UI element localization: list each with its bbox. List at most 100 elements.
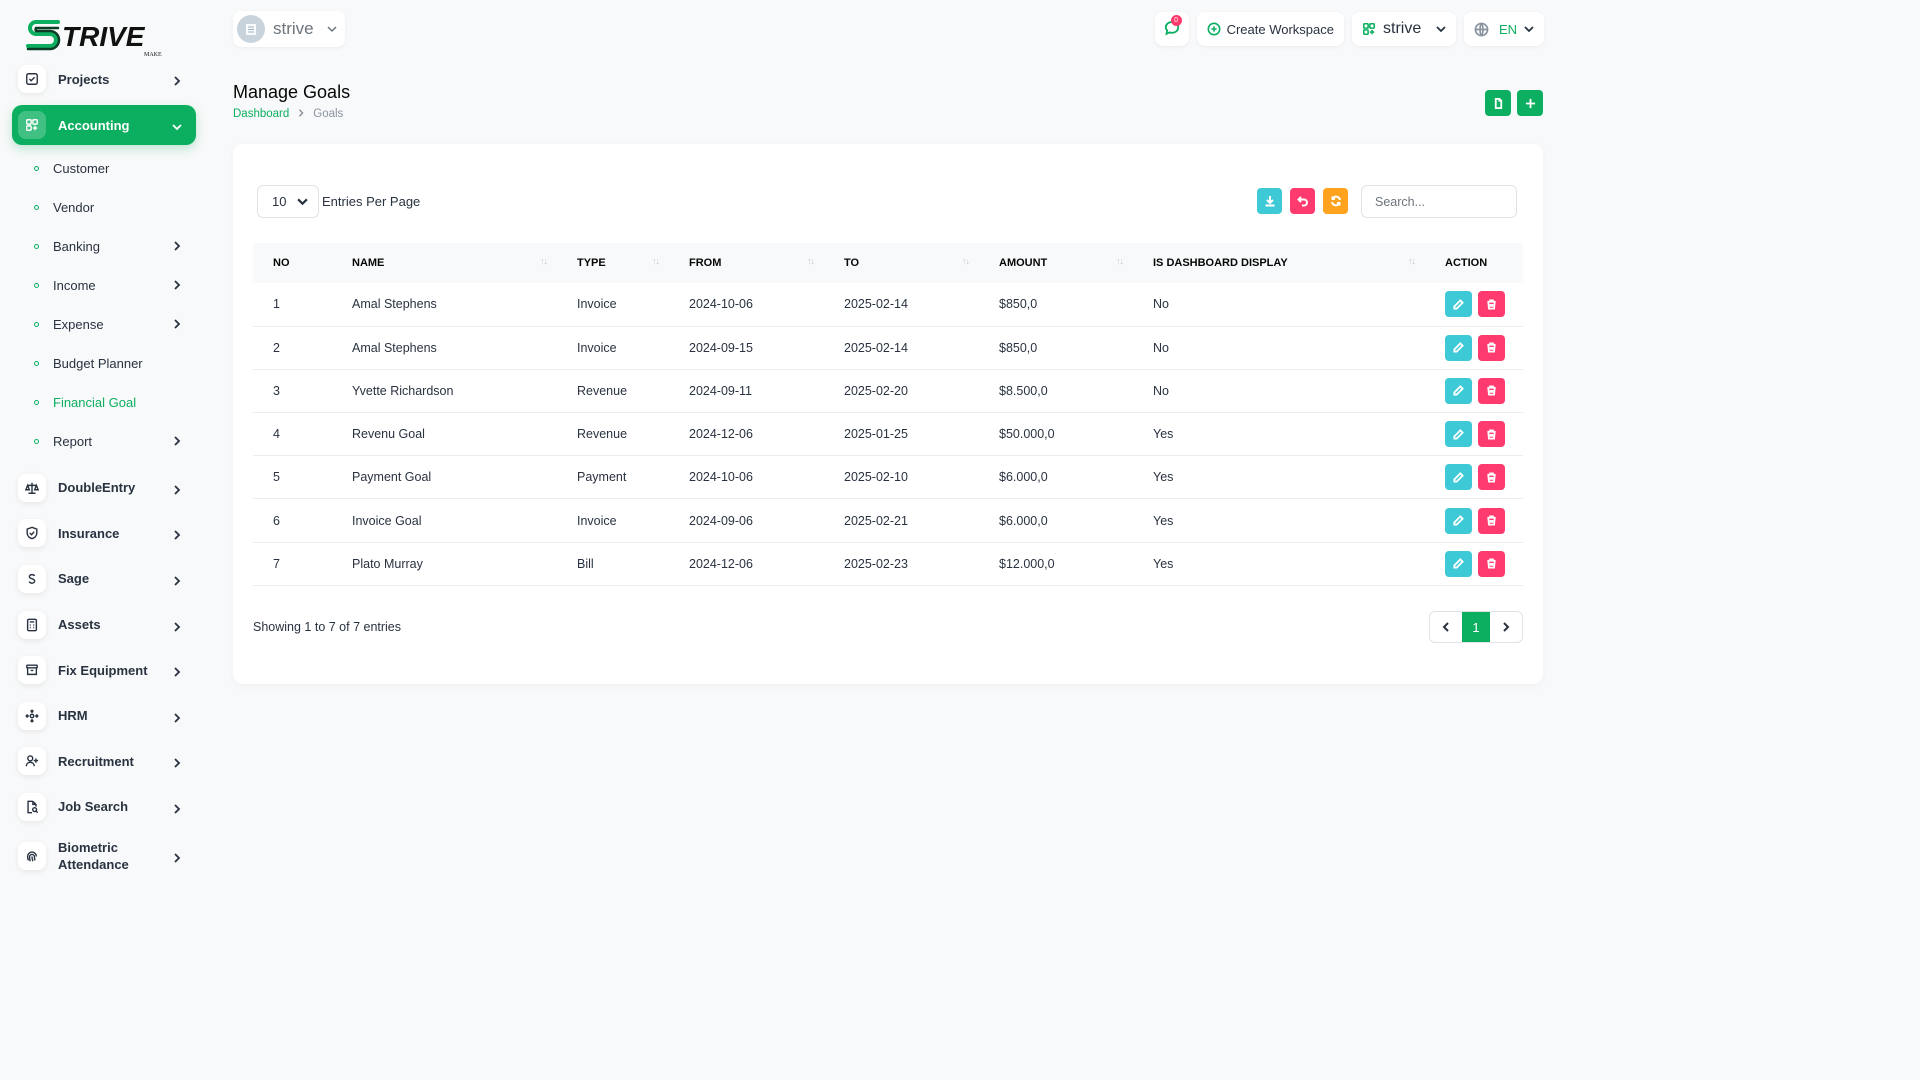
next-page-button[interactable] — [1490, 612, 1522, 642]
showing-entries-text: Showing 1 to 7 of 7 entries — [253, 620, 402, 634]
header-label: ACTION — [1445, 257, 1488, 269]
pagination: 1 — [1429, 611, 1523, 643]
submenu-item-financial-goal[interactable]: Financial Goal — [12, 383, 196, 422]
checkbox-icon — [18, 65, 46, 93]
submenu-item-income[interactable]: Income — [12, 266, 196, 305]
chevron-right-icon — [172, 574, 182, 586]
header-label: NAME — [352, 257, 385, 269]
edit-button[interactable] — [1445, 334, 1472, 361]
cell-action — [1425, 456, 1523, 499]
header-label: FROM — [689, 257, 722, 269]
submenu-item-expense[interactable]: Expense — [12, 305, 196, 344]
submenu-item-banking[interactable]: Banking — [12, 227, 196, 266]
sidebar-item-doubleentry[interactable]: DoubleEntry — [12, 465, 196, 511]
submenu-item-budget-planner[interactable]: Budget Planner — [12, 344, 196, 383]
col-action: ACTION — [1425, 243, 1523, 283]
language-menu[interactable]: EN — [1464, 12, 1544, 46]
sort-icon: ↑↓ — [652, 256, 660, 266]
sidebar-item-sage[interactable]: Sage — [12, 556, 196, 602]
cell-dashboard-display: Yes — [1153, 556, 1174, 571]
table-row: 7 Plato Murray Bill 2024-12-06 2025-02-2… — [253, 542, 1523, 586]
delete-button[interactable] — [1478, 291, 1505, 318]
bullet-icon — [34, 244, 39, 249]
col-to[interactable]: TO ↑↓ — [824, 243, 979, 283]
cell-to: 2025-02-14 — [844, 340, 908, 355]
header-actions: 0 Create Workspace strive EN — [1154, 12, 1544, 46]
entries-per-page-label: Entries Per Page — [322, 194, 421, 209]
cell-amount: $12.000,0 — [999, 556, 1055, 571]
edit-button[interactable] — [1445, 507, 1472, 534]
bullet-icon — [34, 361, 39, 366]
create-workspace-button[interactable]: Create Workspace — [1196, 12, 1344, 46]
cell-no: 7 — [273, 556, 280, 571]
sidebar-item-recruitment[interactable]: Recruitment — [12, 739, 196, 785]
edit-button[interactable] — [1445, 421, 1472, 448]
add-goal-button[interactable] — [1517, 90, 1543, 116]
cell-to: 2025-02-14 — [844, 297, 908, 312]
chevron-right-icon — [172, 620, 182, 632]
chevron-right-icon — [172, 74, 182, 86]
sidebar-item-assets[interactable]: Assets — [12, 602, 196, 648]
col-dashboard-display[interactable]: IS DASHBOARD DISPLAY ↑↓ — [1133, 243, 1425, 283]
submenu-item-customer[interactable]: Customer — [12, 149, 196, 188]
submenu-item-report[interactable]: Report — [12, 422, 196, 461]
submenu-item-vendor[interactable]: Vendor — [12, 188, 196, 227]
delete-button[interactable] — [1478, 550, 1505, 577]
sidebar-item-projects[interactable]: Projects — [12, 62, 196, 96]
bullet-icon — [34, 283, 39, 288]
col-from[interactable]: FROM ↑↓ — [669, 243, 824, 283]
col-amount[interactable]: AMOUNT ↑↓ — [979, 243, 1133, 283]
messages-button[interactable]: 0 — [1154, 12, 1189, 46]
trash-icon — [1486, 515, 1497, 526]
globe-icon — [1474, 22, 1489, 37]
edit-button[interactable] — [1445, 550, 1472, 577]
cell-action — [1425, 326, 1523, 369]
workspace-switcher[interactable]: strive — [233, 11, 345, 47]
sidebar-item-biometric-attendance[interactable]: Biometric Attendance — [12, 830, 196, 882]
sidebar-item-label: Projects — [58, 71, 110, 87]
cell-no: 3 — [273, 383, 280, 398]
page-button-1[interactable]: 1 — [1462, 612, 1490, 642]
shield-check-icon — [18, 519, 46, 548]
edit-button[interactable] — [1445, 464, 1472, 491]
sidebar-item-insurance[interactable]: Insurance — [12, 511, 196, 557]
workspace-menu[interactable]: strive — [1352, 12, 1456, 46]
chat-icon — [1164, 20, 1180, 39]
refresh-button[interactable] — [1323, 188, 1348, 214]
col-name[interactable]: NAME ↑↓ — [332, 243, 557, 283]
chevron-right-icon — [172, 711, 182, 723]
delete-button[interactable] — [1478, 377, 1505, 404]
sidebar-item-label: DoubleEntry — [58, 480, 136, 496]
sidebar-item-job-search[interactable]: Job Search — [12, 784, 196, 830]
pencil-icon — [1453, 515, 1464, 526]
breadcrumb-dashboard[interactable]: Dashboard — [233, 108, 290, 120]
chevron-right-icon — [172, 483, 182, 495]
brand-logo[interactable]: TRIVE MAKE — [24, 14, 172, 58]
cell-dashboard-display: Yes — [1153, 470, 1174, 485]
cell-action — [1425, 413, 1523, 456]
sidebar-item-hrm[interactable]: HRM — [12, 693, 196, 739]
sidebar-item-fix-equipment[interactable]: Fix Equipment — [12, 647, 196, 693]
reset-button[interactable] — [1290, 188, 1315, 214]
delete-button[interactable] — [1478, 421, 1505, 448]
cell-name: Yvette Richardson — [352, 383, 454, 398]
sort-icon: ↑↓ — [1116, 256, 1124, 266]
sidebar-item-accounting[interactable]: Accounting — [12, 105, 196, 145]
previous-page-button[interactable] — [1430, 612, 1462, 642]
download-button[interactable] — [1257, 188, 1282, 214]
sort-icon: ↑↓ — [1408, 256, 1416, 266]
delete-button[interactable] — [1478, 507, 1505, 534]
col-no[interactable]: NO — [253, 243, 332, 283]
cell-no: 2 — [273, 340, 280, 355]
delete-button[interactable] — [1478, 334, 1505, 361]
search-input[interactable] — [1361, 185, 1517, 218]
col-type[interactable]: TYPE ↑↓ — [557, 243, 669, 283]
chevron-right-icon — [172, 851, 182, 863]
header-label: TO — [844, 257, 860, 269]
export-button[interactable] — [1485, 90, 1511, 116]
delete-button[interactable] — [1478, 464, 1505, 491]
edit-button[interactable] — [1445, 291, 1472, 318]
cell-name: Payment Goal — [352, 470, 432, 485]
edit-button[interactable] — [1445, 377, 1472, 404]
entries-per-page-select[interactable]: 10 — [257, 185, 319, 218]
